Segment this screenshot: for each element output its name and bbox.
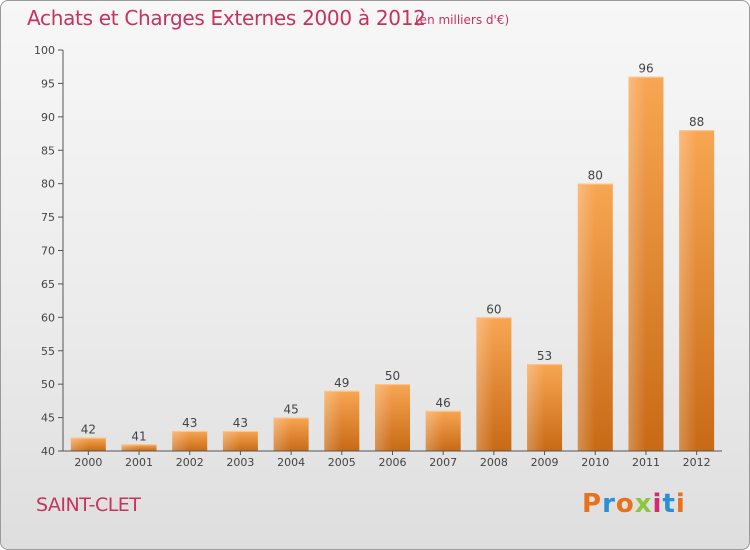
bar-highlight (577, 183, 596, 451)
bar-highlight (375, 384, 393, 451)
bars-group: 42 41 43 43 45 49 50 46 60 53 80 96 88 (70, 62, 715, 451)
x-tick-label: 2002 (176, 456, 204, 469)
bar-2005: 49 (324, 376, 360, 451)
bar-value-label: 41 (131, 429, 146, 443)
bar-highlight (628, 76, 646, 451)
bar-highlight (679, 130, 697, 451)
y-tick-label: 40 (41, 445, 55, 458)
proxiti-logo[interactable]: Proxiti (582, 489, 686, 519)
logo-letter: t (662, 489, 676, 519)
bar-highlight (425, 410, 444, 451)
x-tick-label: 2007 (429, 456, 457, 469)
bar-value-label: 43 (233, 416, 248, 430)
bar-2009: 53 (527, 349, 563, 451)
y-tick-label: 100 (34, 44, 55, 57)
y-tick-label: 90 (41, 111, 55, 124)
x-tick-label: 2001 (125, 456, 153, 469)
y-axis: 40 45 50 55 60 65 70 75 80 85 90 95 100 (34, 44, 64, 458)
bar-2003: 43 (222, 416, 258, 451)
bar-highlight (222, 430, 241, 451)
bar-value-label: 80 (588, 169, 603, 183)
x-tick-label: 2000 (74, 456, 102, 469)
chart-unit: (en milliers d'€) (415, 13, 510, 27)
y-tick-label: 60 (41, 311, 55, 324)
bar-2002: 43 (172, 416, 208, 451)
y-tick-label: 55 (41, 345, 55, 358)
logo-letter: P (582, 489, 603, 519)
bar-2007: 46 (425, 396, 461, 451)
y-tick-label: 65 (41, 278, 55, 291)
bar-highlight (476, 317, 494, 451)
logo-letter: i (675, 489, 686, 519)
bar-value-label: 46 (436, 396, 451, 410)
x-tick-label: 2012 (683, 456, 711, 469)
x-tick-label: 2004 (277, 456, 305, 469)
x-tick-label: 2008 (480, 456, 508, 469)
bar-highlight (172, 430, 190, 451)
x-axis: 2000 2001 2002 2003 2004 2005 2006 2007 2008 2009… (63, 450, 722, 469)
y-tick-label: 50 (41, 378, 55, 391)
bar-highlight (273, 417, 292, 451)
bar-2011: 96 (628, 62, 664, 451)
y-tick-label: 70 (41, 245, 55, 258)
y-tick-label: 75 (41, 211, 55, 224)
bar-value-label: 50 (385, 369, 400, 383)
logo-letter: x (634, 489, 653, 519)
bar-value-label: 49 (334, 376, 349, 390)
x-tick-label: 2005 (328, 456, 356, 469)
x-tick-label: 2003 (226, 456, 254, 469)
y-tick-label: 85 (41, 144, 55, 157)
y-tick-label: 95 (41, 77, 55, 90)
logo-letter: o (615, 489, 635, 519)
bar-value-label: 60 (486, 302, 501, 316)
bar-value-label: 43 (182, 416, 197, 430)
y-tick-label: 80 (41, 178, 55, 191)
x-tick-label: 2006 (379, 456, 407, 469)
bar-value-label: 96 (638, 62, 653, 76)
x-tick-label: 2011 (632, 456, 660, 469)
bar-value-label: 53 (537, 349, 552, 363)
bar-highlight (527, 364, 545, 451)
bar-2008: 60 (476, 302, 512, 451)
chart-title: Achats et Charges Externes 2000 à 2012 (27, 6, 426, 30)
bar-value-label: 45 (283, 403, 298, 417)
logo-letter: i (652, 489, 663, 519)
x-tick-label: 2010 (581, 456, 609, 469)
bar-2000: 42 (70, 423, 106, 451)
bar-2012: 88 (679, 115, 715, 451)
bar-2001: 41 (121, 429, 157, 451)
bar-2010: 80 (577, 169, 613, 451)
x-tick-label: 2009 (531, 456, 559, 469)
bar-highlight (70, 437, 89, 451)
logo-letter: r (602, 489, 616, 519)
bar-highlight (121, 444, 140, 451)
bar-value-label: 42 (81, 423, 96, 437)
bar-2006: 50 (375, 369, 410, 451)
bar-2004: 45 (273, 403, 309, 451)
bar-value-label: 88 (689, 115, 704, 129)
commune-name: SAINT-CLET (36, 494, 141, 516)
bar-highlight (324, 390, 342, 451)
y-tick-label: 45 (41, 412, 55, 425)
